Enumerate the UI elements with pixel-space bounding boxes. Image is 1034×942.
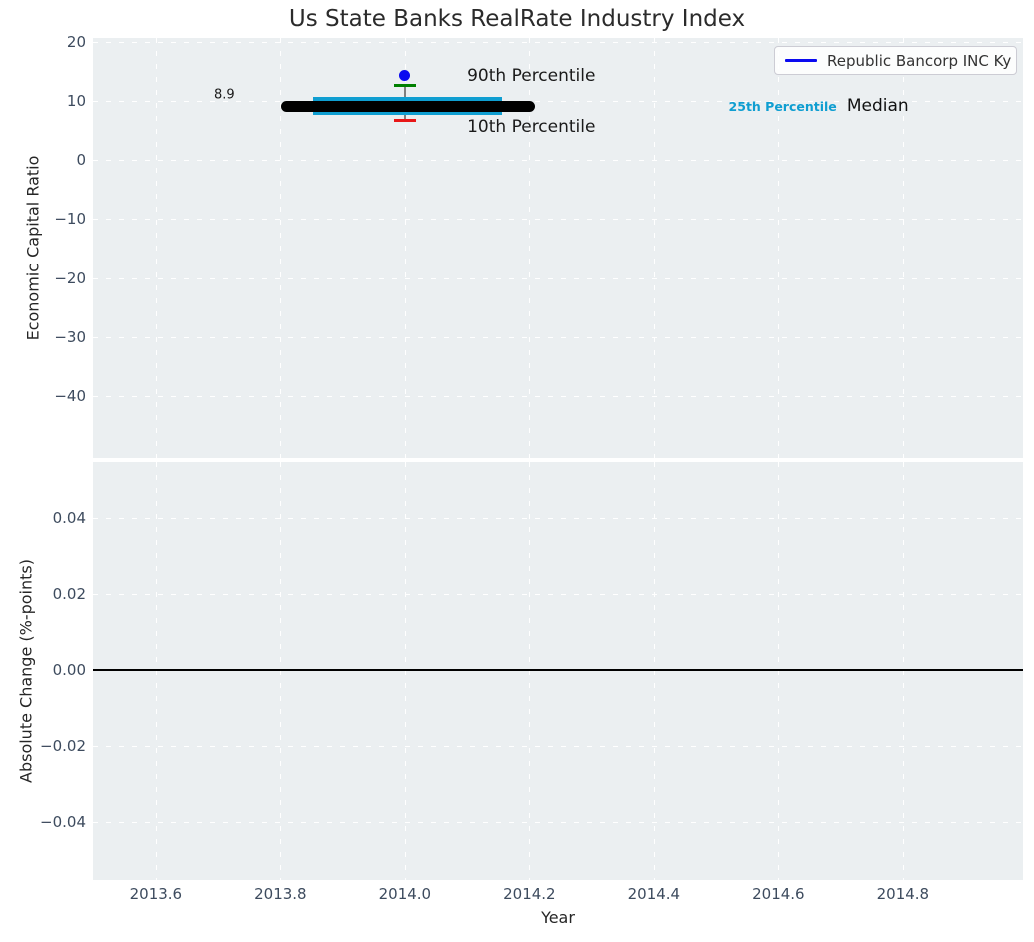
panel-absolute-change	[93, 462, 1023, 880]
x-tick-label: 2014.8	[876, 885, 930, 903]
legend-label: Republic Bancorp INC Ky	[827, 51, 1012, 70]
gridline-horizontal	[93, 160, 1023, 162]
gridline-vertical	[280, 38, 282, 458]
chart-title: Us State Banks RealRate Industry Index	[288, 6, 746, 32]
gridline-vertical	[529, 38, 531, 458]
x-tick-label: 2013.8	[254, 885, 307, 903]
y-tick-label: −0.02	[40, 736, 86, 755]
annotation-label-median: Median	[846, 95, 909, 116]
y-tick-label: −40	[54, 387, 86, 406]
legend-line-icon	[785, 59, 817, 62]
x-tick-label: 2014.4	[627, 885, 681, 903]
annotation-label-90th-percentile: 90th Percentile	[467, 65, 596, 86]
gridline-vertical	[404, 38, 406, 458]
panel-economic-capital-ratio	[93, 38, 1023, 458]
gridline-horizontal	[93, 219, 1023, 221]
y-tick-label: 0.02	[52, 585, 86, 604]
gridline-vertical	[653, 38, 655, 458]
y-tick-label: 0	[76, 151, 86, 170]
gridline-horizontal	[93, 396, 1023, 398]
gridline-horizontal	[93, 518, 1023, 520]
gridline-horizontal	[93, 337, 1023, 339]
percentile-whisker-cap-bottom	[393, 119, 416, 123]
y-tick-label: −30	[54, 328, 86, 347]
median-line	[281, 100, 535, 112]
gridline-horizontal	[93, 821, 1023, 823]
x-axis-label: Year	[541, 908, 575, 927]
legend: Republic Bancorp INC Ky	[774, 46, 1017, 75]
annotation-label-10th-percentile: 10th Percentile	[467, 117, 596, 138]
gridline-vertical	[778, 38, 780, 458]
gridline-vertical	[902, 38, 904, 458]
annotation-label-25th-percentile: 25th Percentile	[728, 98, 837, 114]
y-tick-label: −0.04	[40, 812, 86, 831]
gridline-horizontal	[93, 101, 1023, 103]
y-tick-label: 0.00	[52, 661, 86, 680]
y-tick-label: −10	[54, 210, 86, 229]
annotation-median-value-label: 8.9	[214, 87, 235, 103]
x-tick-label: 2013.6	[129, 885, 183, 903]
y-tick-label: 20	[66, 33, 86, 52]
gridline-horizontal	[93, 42, 1023, 44]
x-tick-label: 2014.6	[752, 885, 805, 903]
y-tick-label: 10	[66, 92, 86, 111]
gridline-vertical	[155, 38, 157, 458]
y-tick-label: −20	[54, 269, 86, 288]
company-value-point	[399, 69, 411, 81]
x-tick-label: 2014.0	[378, 885, 432, 903]
gridline-horizontal	[93, 278, 1023, 280]
y-tick-label: 0.04	[52, 509, 86, 528]
gridline-horizontal	[93, 594, 1023, 596]
x-tick-label: 2014.2	[503, 885, 556, 903]
gridline-horizontal	[93, 745, 1023, 747]
percentile-whisker-cap-top	[393, 83, 416, 87]
zero-line	[93, 669, 1023, 672]
y-axis-label-top: Economic Capital Ratio	[23, 155, 43, 341]
